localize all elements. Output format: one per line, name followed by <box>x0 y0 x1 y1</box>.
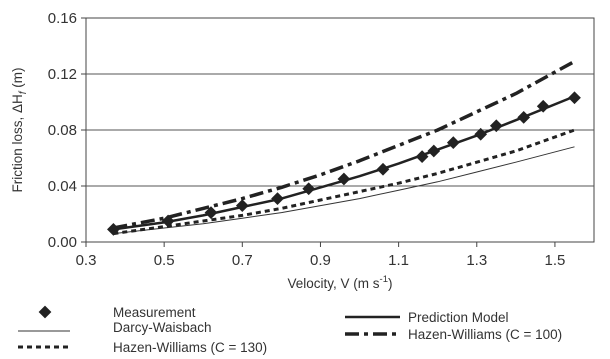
x-tick-label-2: 0.7 <box>232 252 253 269</box>
legend-marker-diamond-icon <box>38 305 52 319</box>
y-tick-label-2: 0.08 <box>48 122 77 139</box>
measurement-point-3 <box>235 199 249 212</box>
x-tick-label-3: 0.9 <box>310 252 331 269</box>
measurement-point-12 <box>489 119 503 133</box>
measurement-point-4 <box>271 192 284 205</box>
legend-item-darcy: Darcy-Waisbach <box>18 320 212 335</box>
y-tick-label-1: 0.04 <box>48 178 77 195</box>
legend-item-hw130: Hazen-Williams (C = 130) <box>18 340 267 355</box>
gridlines <box>86 73 594 187</box>
measurement-point-6 <box>337 172 351 186</box>
series-line-hazen-williams-c-130 <box>113 128 576 236</box>
y-axis-title: Friction loss, ΔHf (m) <box>10 67 29 192</box>
series-line-hazen-williams-c-100 <box>113 59 576 230</box>
x-axis-title: Velocity, V (m s-1) <box>288 274 393 291</box>
legend-label-darcy: Darcy-Waisbach <box>113 320 212 335</box>
legend-label-prediction: Prediction Model <box>408 310 509 325</box>
measurement-point-10 <box>446 136 460 149</box>
axis-ticks: 0.00 0.04 0.08 0.12 0.16 0.3 0.5 0.7 0.9 1.1 1.3 1.… <box>48 10 566 269</box>
measurement-point-11 <box>474 127 488 141</box>
x-tick-label-0: 0.3 <box>76 252 97 269</box>
legend-item-prediction: Prediction Model <box>345 310 509 325</box>
x-tick-label-5: 1.3 <box>466 252 487 269</box>
y-tick-label-4: 0.16 <box>48 10 77 27</box>
measurement-point-7 <box>376 162 390 176</box>
legend-label-measurement: Measurement <box>113 305 196 320</box>
legend: Measurement Darcy-Waisbach Hazen-William… <box>18 305 562 355</box>
measurement-point-1 <box>161 214 175 228</box>
measurement-point-5 <box>302 182 316 196</box>
legend-item-hw100: Hazen-Williams (C = 100) <box>345 327 562 342</box>
legend-label-hw100: Hazen-Williams (C = 100) <box>408 327 562 342</box>
measurement-point-9 <box>427 144 441 158</box>
measurement-point-8 <box>415 150 429 163</box>
measurement-point-0 <box>107 223 120 236</box>
legend-label-hw130: Hazen-Williams (C = 130) <box>113 340 267 355</box>
y-tick-label-0: 0.00 <box>48 234 77 251</box>
x-tick-label-6: 1.5 <box>544 252 565 269</box>
x-tick-label-1: 0.5 <box>154 252 175 269</box>
y-tick-label-3: 0.12 <box>48 66 77 83</box>
measurement-point-2 <box>204 206 218 219</box>
series-line-darcy-waisbach <box>113 146 575 235</box>
legend-item-measurement: Measurement <box>38 305 196 320</box>
x-tick-label-4: 1.1 <box>388 252 409 269</box>
